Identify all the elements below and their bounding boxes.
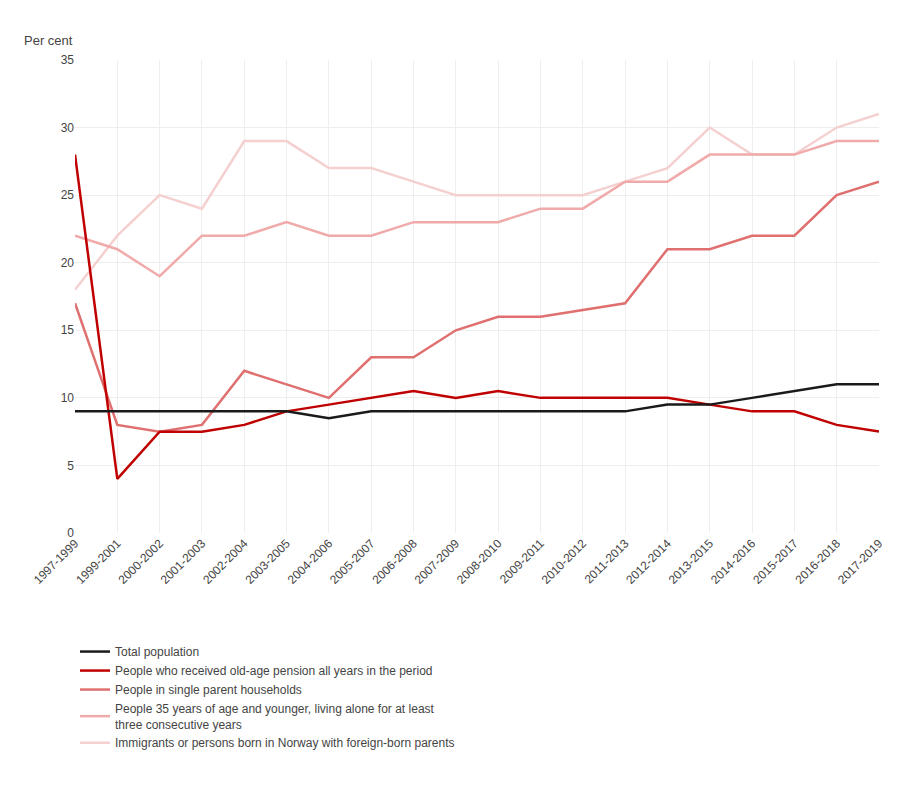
svg-text:People in single parent househ: People in single parent households — [115, 683, 302, 697]
svg-text:15: 15 — [61, 323, 75, 337]
svg-text:20: 20 — [61, 256, 75, 270]
svg-text:People 35 years of age and you: People 35 years of age and younger, livi… — [115, 702, 435, 732]
svg-text:Immigrants or persons born in: Immigrants or persons born in Norway wit… — [115, 736, 454, 750]
svg-text:2014-2016: 2014-2016 — [708, 536, 759, 587]
svg-text:35: 35 — [61, 53, 75, 67]
svg-text:2000-2002: 2000-2002 — [116, 536, 167, 587]
svg-text:2004-2006: 2004-2006 — [285, 536, 336, 587]
svg-text:2005-2007: 2005-2007 — [327, 536, 378, 587]
svg-text:1997-1999: 1997-1999 — [31, 536, 82, 587]
svg-text:People who received old-age pe: People who received old-age pension all … — [115, 664, 433, 678]
svg-text:2003-2005: 2003-2005 — [242, 536, 293, 587]
svg-text:2016-2018: 2016-2018 — [793, 536, 844, 587]
svg-text:Total population: Total population — [115, 645, 199, 659]
svg-text:1999-2001: 1999-2001 — [73, 536, 124, 587]
svg-text:10: 10 — [61, 391, 75, 405]
svg-text:2008-2010: 2008-2010 — [454, 536, 505, 587]
svg-text:2012-2014: 2012-2014 — [623, 536, 674, 587]
svg-text:2013-2015: 2013-2015 — [666, 536, 717, 587]
svg-text:2001-2003: 2001-2003 — [158, 536, 209, 587]
svg-text:25: 25 — [61, 188, 75, 202]
svg-text:2007-2009: 2007-2009 — [412, 536, 463, 587]
svg-text:2006-2008: 2006-2008 — [369, 536, 420, 587]
svg-text:2010-2012: 2010-2012 — [539, 536, 590, 587]
svg-text:2011-2013: 2011-2013 — [582, 536, 632, 586]
svg-text:Per cent: Per cent — [24, 33, 73, 48]
svg-text:5: 5 — [67, 459, 74, 473]
svg-text:2002-2004: 2002-2004 — [200, 536, 251, 587]
svg-text:2015-2017: 2015-2017 — [750, 536, 801, 587]
svg-text:0: 0 — [67, 526, 74, 540]
svg-text:2009-2011: 2009-2011 — [497, 536, 547, 586]
svg-text:30: 30 — [61, 121, 75, 135]
svg-text:2017-2019: 2017-2019 — [835, 536, 886, 587]
